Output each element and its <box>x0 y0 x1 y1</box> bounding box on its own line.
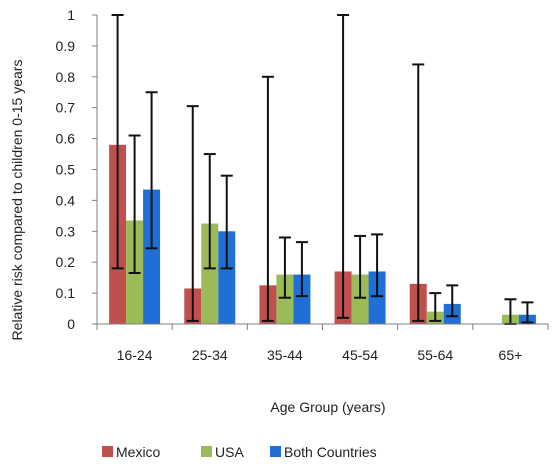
legend-label: USA <box>215 444 244 460</box>
legend-swatch <box>270 446 281 457</box>
error-bar <box>446 284 459 318</box>
y-axis-ticks: 0 0.1 0.2 0.3 0.4 0.5 0.6 0.7 0.8 0.9 1 <box>56 7 97 332</box>
error-bar <box>111 14 124 270</box>
error-bar <box>295 241 308 298</box>
y-tick-label: 1 <box>67 7 75 23</box>
x-tick-label: 55-64 <box>417 347 453 363</box>
bar-both-countries <box>293 274 311 324</box>
bar-usa <box>351 274 369 324</box>
x-tick-label: 35-44 <box>267 347 303 363</box>
error-bar <box>186 105 199 322</box>
error-bar <box>220 174 233 270</box>
y-tick-label: 0.7 <box>56 100 76 116</box>
legend-label: Mexico <box>116 444 161 460</box>
x-tick-label: 25-34 <box>192 347 228 363</box>
error-bar <box>203 153 216 270</box>
x-tick-label: 65+ <box>499 347 523 363</box>
error-bar <box>521 301 534 324</box>
y-tick-label: 0.1 <box>56 285 76 301</box>
error-bar <box>128 134 141 275</box>
error-bar <box>354 234 367 299</box>
legend-swatch <box>201 446 212 457</box>
bar-usa <box>201 223 219 324</box>
legend-swatch <box>102 446 113 457</box>
y-tick-label: 0.6 <box>56 131 76 147</box>
y-tick-label: 0 <box>67 316 75 332</box>
error-bar <box>371 233 384 298</box>
y-tick-label: 0.4 <box>56 192 76 208</box>
bar-both-countries <box>368 271 386 324</box>
error-bar <box>145 91 158 250</box>
bars-group <box>109 144 536 324</box>
bar-both-countries <box>218 231 236 324</box>
bar-both-countries <box>143 189 161 324</box>
x-axis-title: Age Group (years) <box>270 399 385 415</box>
legend-label: Both Countries <box>284 444 377 460</box>
error-bar <box>261 75 274 322</box>
y-tick-label: 0.8 <box>56 69 76 85</box>
x-axis-tick-labels: 16-24 25-34 35-44 45-54 55-64 65+ <box>96 324 549 363</box>
y-tick-label: 0.2 <box>56 254 76 270</box>
error-bar <box>429 292 442 322</box>
error-bars-group <box>111 14 534 325</box>
legend: Mexico USA Both Countries <box>102 444 377 460</box>
error-bar <box>412 63 425 322</box>
x-tick-label: 45-54 <box>342 347 378 363</box>
bar-usa <box>276 274 294 324</box>
y-tick-label: 0.3 <box>56 223 76 239</box>
error-bar <box>278 236 291 299</box>
y-axis-title: Relative risk compared to children 0-15 … <box>9 60 25 341</box>
error-bar <box>337 14 350 319</box>
y-tick-label: 0.5 <box>56 162 76 178</box>
y-tick-label: 0.9 <box>56 38 76 54</box>
x-tick-label: 16-24 <box>117 347 153 363</box>
